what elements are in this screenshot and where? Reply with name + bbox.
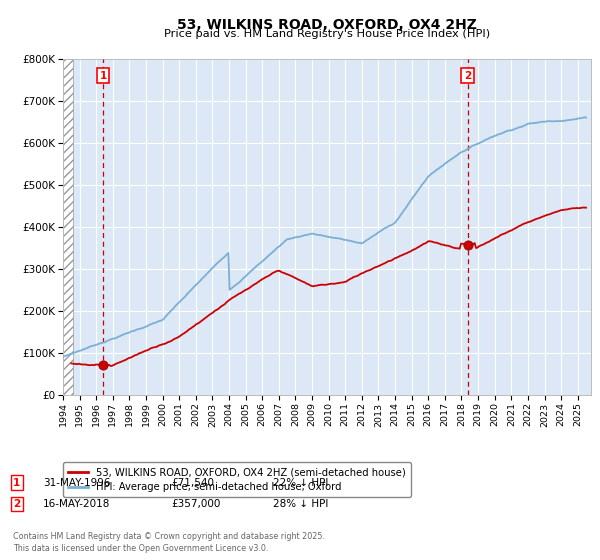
Text: 31-MAY-1996: 31-MAY-1996 xyxy=(43,478,110,488)
Text: Price paid vs. HM Land Registry's House Price Index (HPI): Price paid vs. HM Land Registry's House … xyxy=(164,29,490,39)
Text: 2: 2 xyxy=(464,71,471,81)
Legend: 53, WILKINS ROAD, OXFORD, OX4 2HZ (semi-detached house), HPI: Average price, sem: 53, WILKINS ROAD, OXFORD, OX4 2HZ (semi-… xyxy=(63,462,411,497)
Text: 16-MAY-2018: 16-MAY-2018 xyxy=(43,499,110,509)
Point xyxy=(463,240,472,249)
Text: Contains HM Land Registry data © Crown copyright and database right 2025.
This d: Contains HM Land Registry data © Crown c… xyxy=(13,533,325,553)
Text: £71,540: £71,540 xyxy=(171,478,214,488)
Text: £357,000: £357,000 xyxy=(171,499,220,509)
Text: 2: 2 xyxy=(13,499,20,509)
Text: 53, WILKINS ROAD, OXFORD, OX4 2HZ: 53, WILKINS ROAD, OXFORD, OX4 2HZ xyxy=(177,18,477,32)
Text: 22% ↓ HPI: 22% ↓ HPI xyxy=(273,478,328,488)
Bar xyxy=(63,59,73,395)
Text: 1: 1 xyxy=(13,478,20,488)
Text: 28% ↓ HPI: 28% ↓ HPI xyxy=(273,499,328,509)
Text: 1: 1 xyxy=(100,71,107,81)
Point xyxy=(98,360,108,369)
